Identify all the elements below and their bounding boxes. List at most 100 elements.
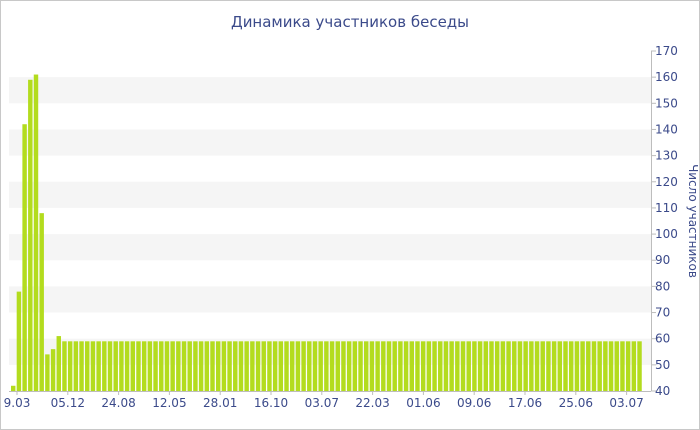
bar (278, 341, 284, 391)
bar (500, 341, 506, 391)
y-tick-label: 80 (655, 279, 670, 293)
bar (346, 341, 352, 391)
bar (438, 341, 443, 391)
bar (381, 341, 386, 391)
bar (329, 341, 335, 391)
bar (153, 341, 158, 391)
bar (512, 341, 517, 391)
bar (392, 341, 397, 391)
bar (187, 341, 192, 391)
bar (56, 336, 61, 391)
bar (267, 341, 272, 391)
bar (449, 341, 454, 391)
bar (614, 341, 619, 391)
bar (358, 341, 363, 391)
bar (546, 341, 551, 391)
bar (141, 341, 147, 391)
bar (466, 341, 471, 391)
x-tick-label: 17.06 (508, 396, 542, 410)
x-tick-label: 05.12 (51, 396, 85, 410)
bar (102, 341, 107, 391)
y-tick-label: 110 (655, 201, 678, 215)
bar (164, 341, 170, 391)
bar (597, 341, 602, 391)
bar (39, 213, 44, 391)
bar (193, 341, 198, 391)
x-tick-label: 24.08 (101, 396, 135, 410)
bar (11, 385, 16, 391)
bar (176, 341, 181, 391)
bar (204, 341, 210, 391)
bar (620, 341, 625, 391)
grid-band (9, 129, 651, 156)
bar (233, 341, 238, 391)
bar (79, 341, 84, 391)
bar (33, 74, 39, 391)
bar (295, 341, 301, 391)
y-tick-label: 140 (655, 122, 678, 136)
x-tick-label: 25.06 (559, 396, 593, 410)
bar (403, 341, 409, 391)
bar (443, 341, 449, 391)
bar (483, 341, 489, 391)
y-tick-label: 160 (655, 70, 678, 84)
bar (67, 341, 73, 391)
bar (255, 341, 261, 391)
bar (90, 341, 96, 391)
bar (563, 341, 568, 391)
bar (227, 341, 232, 391)
bar (312, 341, 318, 391)
bar (506, 341, 511, 391)
bar (608, 341, 614, 391)
grid-band (9, 286, 651, 313)
bar (113, 341, 118, 391)
bar (494, 341, 500, 391)
y-axis-title: Число участников (686, 164, 699, 278)
grid-band (9, 234, 651, 261)
bar (170, 341, 175, 391)
bar (307, 341, 312, 391)
x-tick-label: 22.03 (355, 396, 389, 410)
bar (73, 341, 79, 391)
bar (210, 341, 215, 391)
bar (637, 341, 642, 391)
chart-title: Динамика участников беседы (230, 13, 470, 31)
bar (22, 124, 27, 391)
bar (238, 341, 244, 391)
bar (96, 341, 101, 391)
bar (261, 341, 266, 391)
bar (364, 341, 369, 391)
x-tick-label: 01.06 (406, 396, 440, 410)
bar (426, 341, 432, 391)
bar (432, 341, 437, 391)
y-tick-label: 40 (655, 384, 670, 398)
y-tick-label: 50 (655, 358, 670, 372)
bar (420, 341, 426, 391)
x-tick-label: 12.05 (152, 396, 186, 410)
bar (45, 354, 50, 391)
y-tick-label: 90 (655, 253, 670, 267)
bar (529, 341, 534, 391)
bar (250, 341, 255, 391)
bar (107, 341, 113, 391)
y-tick-label: 150 (655, 96, 678, 110)
y-tick-label: 120 (655, 175, 678, 189)
bar (551, 341, 557, 391)
bar (130, 341, 136, 391)
bar (198, 341, 204, 391)
bar (301, 341, 306, 391)
y-tick-label: 130 (655, 149, 678, 163)
bar (375, 341, 380, 391)
bar (147, 341, 153, 391)
x-tick-label: 09.06 (457, 396, 491, 410)
bar (409, 341, 414, 391)
bar (398, 341, 403, 391)
x-tick-label: 16.10 (254, 396, 288, 410)
bar (50, 349, 56, 391)
bar (159, 341, 164, 391)
bar (284, 341, 289, 391)
bar (136, 341, 141, 391)
bar (523, 341, 528, 391)
